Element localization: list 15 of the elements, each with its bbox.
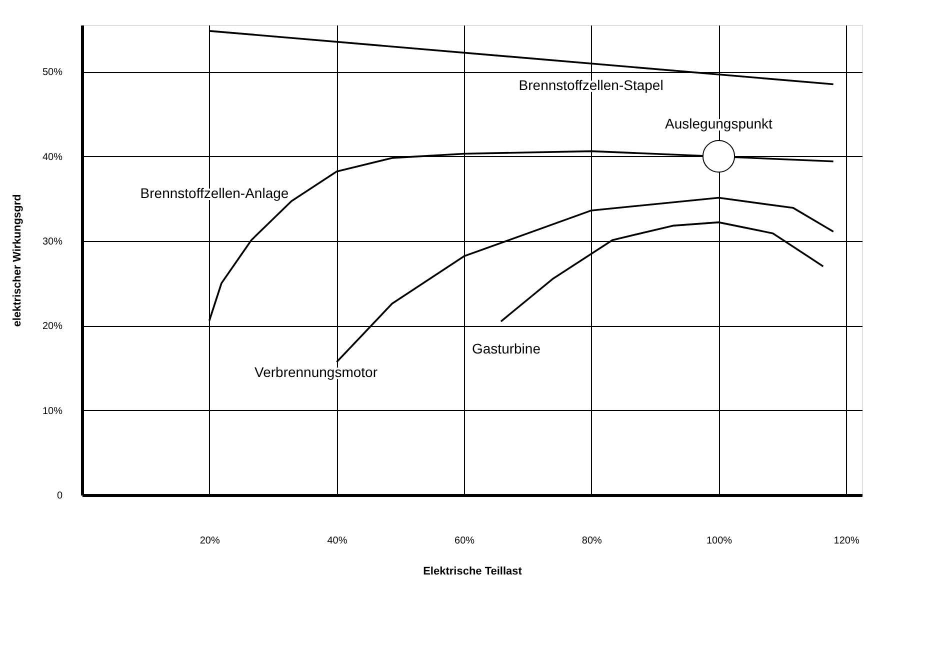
y-tick-label: 40% [42, 152, 63, 163]
y-axis-title: elektrischer Wirkungsgrd [11, 194, 24, 327]
x-tick-label: 120% [834, 536, 860, 546]
x-tick-label: 40% [327, 536, 348, 546]
y-tick-label: 0 [56, 490, 63, 502]
series-label: Gasturbine [472, 340, 541, 356]
y-tick-label: 50% [42, 67, 63, 78]
y-tick-label: 20% [42, 321, 63, 332]
y-tick-label: 30% [42, 236, 63, 248]
x-tick-label: 80% [582, 536, 602, 546]
x-tick-label: 60% [454, 536, 475, 546]
x-tick-label: 100% [706, 536, 732, 546]
y-tick-label: 10% [42, 406, 63, 417]
x-axis-title: Elektrische Teillast [423, 566, 522, 578]
x-tick-label: 20% [200, 536, 220, 546]
